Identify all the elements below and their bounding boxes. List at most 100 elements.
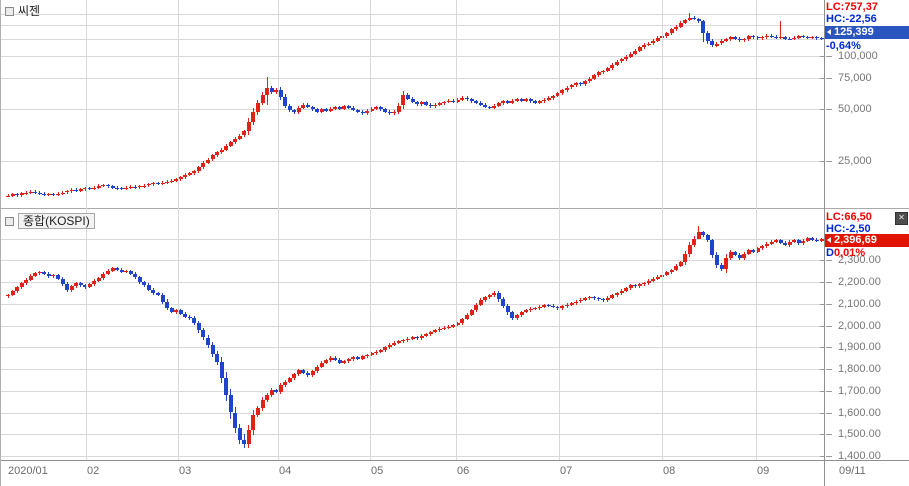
candle[interactable] [333,357,338,360]
candle[interactable] [424,334,429,336]
candle[interactable] [651,40,656,44]
candle[interactable] [360,356,365,359]
candle[interactable] [374,351,379,354]
candle[interactable] [369,353,374,355]
candle[interactable] [683,253,688,262]
candle[interactable] [78,283,83,286]
candle[interactable] [178,177,183,180]
candle[interactable] [714,255,719,265]
candle[interactable] [524,310,529,312]
candle[interactable] [146,285,151,290]
candle[interactable] [106,185,110,187]
candle[interactable] [633,50,638,54]
candle[interactable] [551,305,556,307]
candle[interactable] [455,323,460,325]
candle[interactable] [801,36,806,38]
candle[interactable] [515,315,519,319]
candle[interactable] [642,44,647,48]
candle[interactable] [37,272,42,274]
candle[interactable] [310,107,315,110]
candle[interactable] [496,103,501,106]
candle[interactable] [387,344,392,348]
candle[interactable] [146,184,151,186]
candle[interactable] [83,188,88,190]
candle[interactable] [419,102,424,105]
candle[interactable] [451,325,456,327]
candle[interactable] [692,238,697,245]
candle[interactable] [328,357,333,361]
candle[interactable] [187,173,192,175]
candle[interactable] [555,307,560,309]
candle[interactable] [333,107,338,109]
candle[interactable] [469,310,474,315]
candle[interactable] [283,97,288,106]
candle[interactable] [206,337,210,346]
candle[interactable] [814,239,819,241]
candle[interactable] [410,98,415,102]
candle[interactable] [528,308,533,311]
candle[interactable] [228,142,233,146]
candle[interactable] [474,304,479,310]
candle[interactable] [510,312,515,319]
candle[interactable] [596,298,601,300]
candle[interactable] [292,374,297,379]
candle[interactable] [342,361,347,363]
candle[interactable] [33,273,38,276]
candle[interactable] [78,189,83,191]
candle[interactable] [42,193,47,195]
candle[interactable] [378,350,383,352]
candle[interactable] [805,37,810,38]
candle[interactable] [24,192,29,194]
candle[interactable] [596,72,601,76]
candle[interactable] [574,301,579,304]
candle[interactable] [628,285,633,288]
candle[interactable] [592,297,597,299]
candle[interactable] [119,188,124,190]
candle[interactable] [274,390,279,392]
candle[interactable] [578,83,583,85]
candle[interactable] [692,17,697,19]
candle[interactable] [787,38,792,40]
candle[interactable] [228,395,233,413]
candle[interactable] [619,59,624,62]
candle[interactable] [219,149,224,153]
candle[interactable] [251,111,256,122]
candle[interactable] [533,308,538,310]
candle[interactable] [392,342,397,345]
candle[interactable] [237,427,242,440]
candle[interactable] [15,287,20,292]
candle[interactable] [787,241,792,246]
candle[interactable] [437,328,442,331]
candle[interactable] [355,357,360,359]
candle[interactable] [287,105,292,110]
candle[interactable] [255,102,260,112]
candle[interactable] [142,282,147,285]
candle[interactable] [592,75,597,79]
candle[interactable] [369,108,374,111]
candle[interactable] [587,297,592,299]
candle[interactable] [701,232,706,236]
candle[interactable] [742,39,747,41]
candle[interactable] [237,135,242,139]
candle[interactable] [469,99,474,102]
candle[interactable] [465,314,469,319]
candle[interactable] [569,303,574,305]
candle[interactable] [10,194,15,196]
candle[interactable] [210,155,215,160]
candle[interactable] [246,429,251,444]
candle[interactable] [246,121,251,132]
candle[interactable] [96,185,101,188]
candle[interactable] [365,355,369,357]
candle[interactable] [415,102,419,105]
candle[interactable] [106,270,110,274]
candle[interactable] [687,17,692,21]
candle[interactable] [196,167,201,172]
candle[interactable] [196,323,201,330]
candle[interactable] [637,284,642,287]
candle[interactable] [583,81,588,85]
candle[interactable] [483,297,488,300]
candle[interactable] [574,83,579,86]
candle[interactable] [346,106,351,108]
candle[interactable] [583,298,588,300]
candle[interactable] [301,104,306,108]
